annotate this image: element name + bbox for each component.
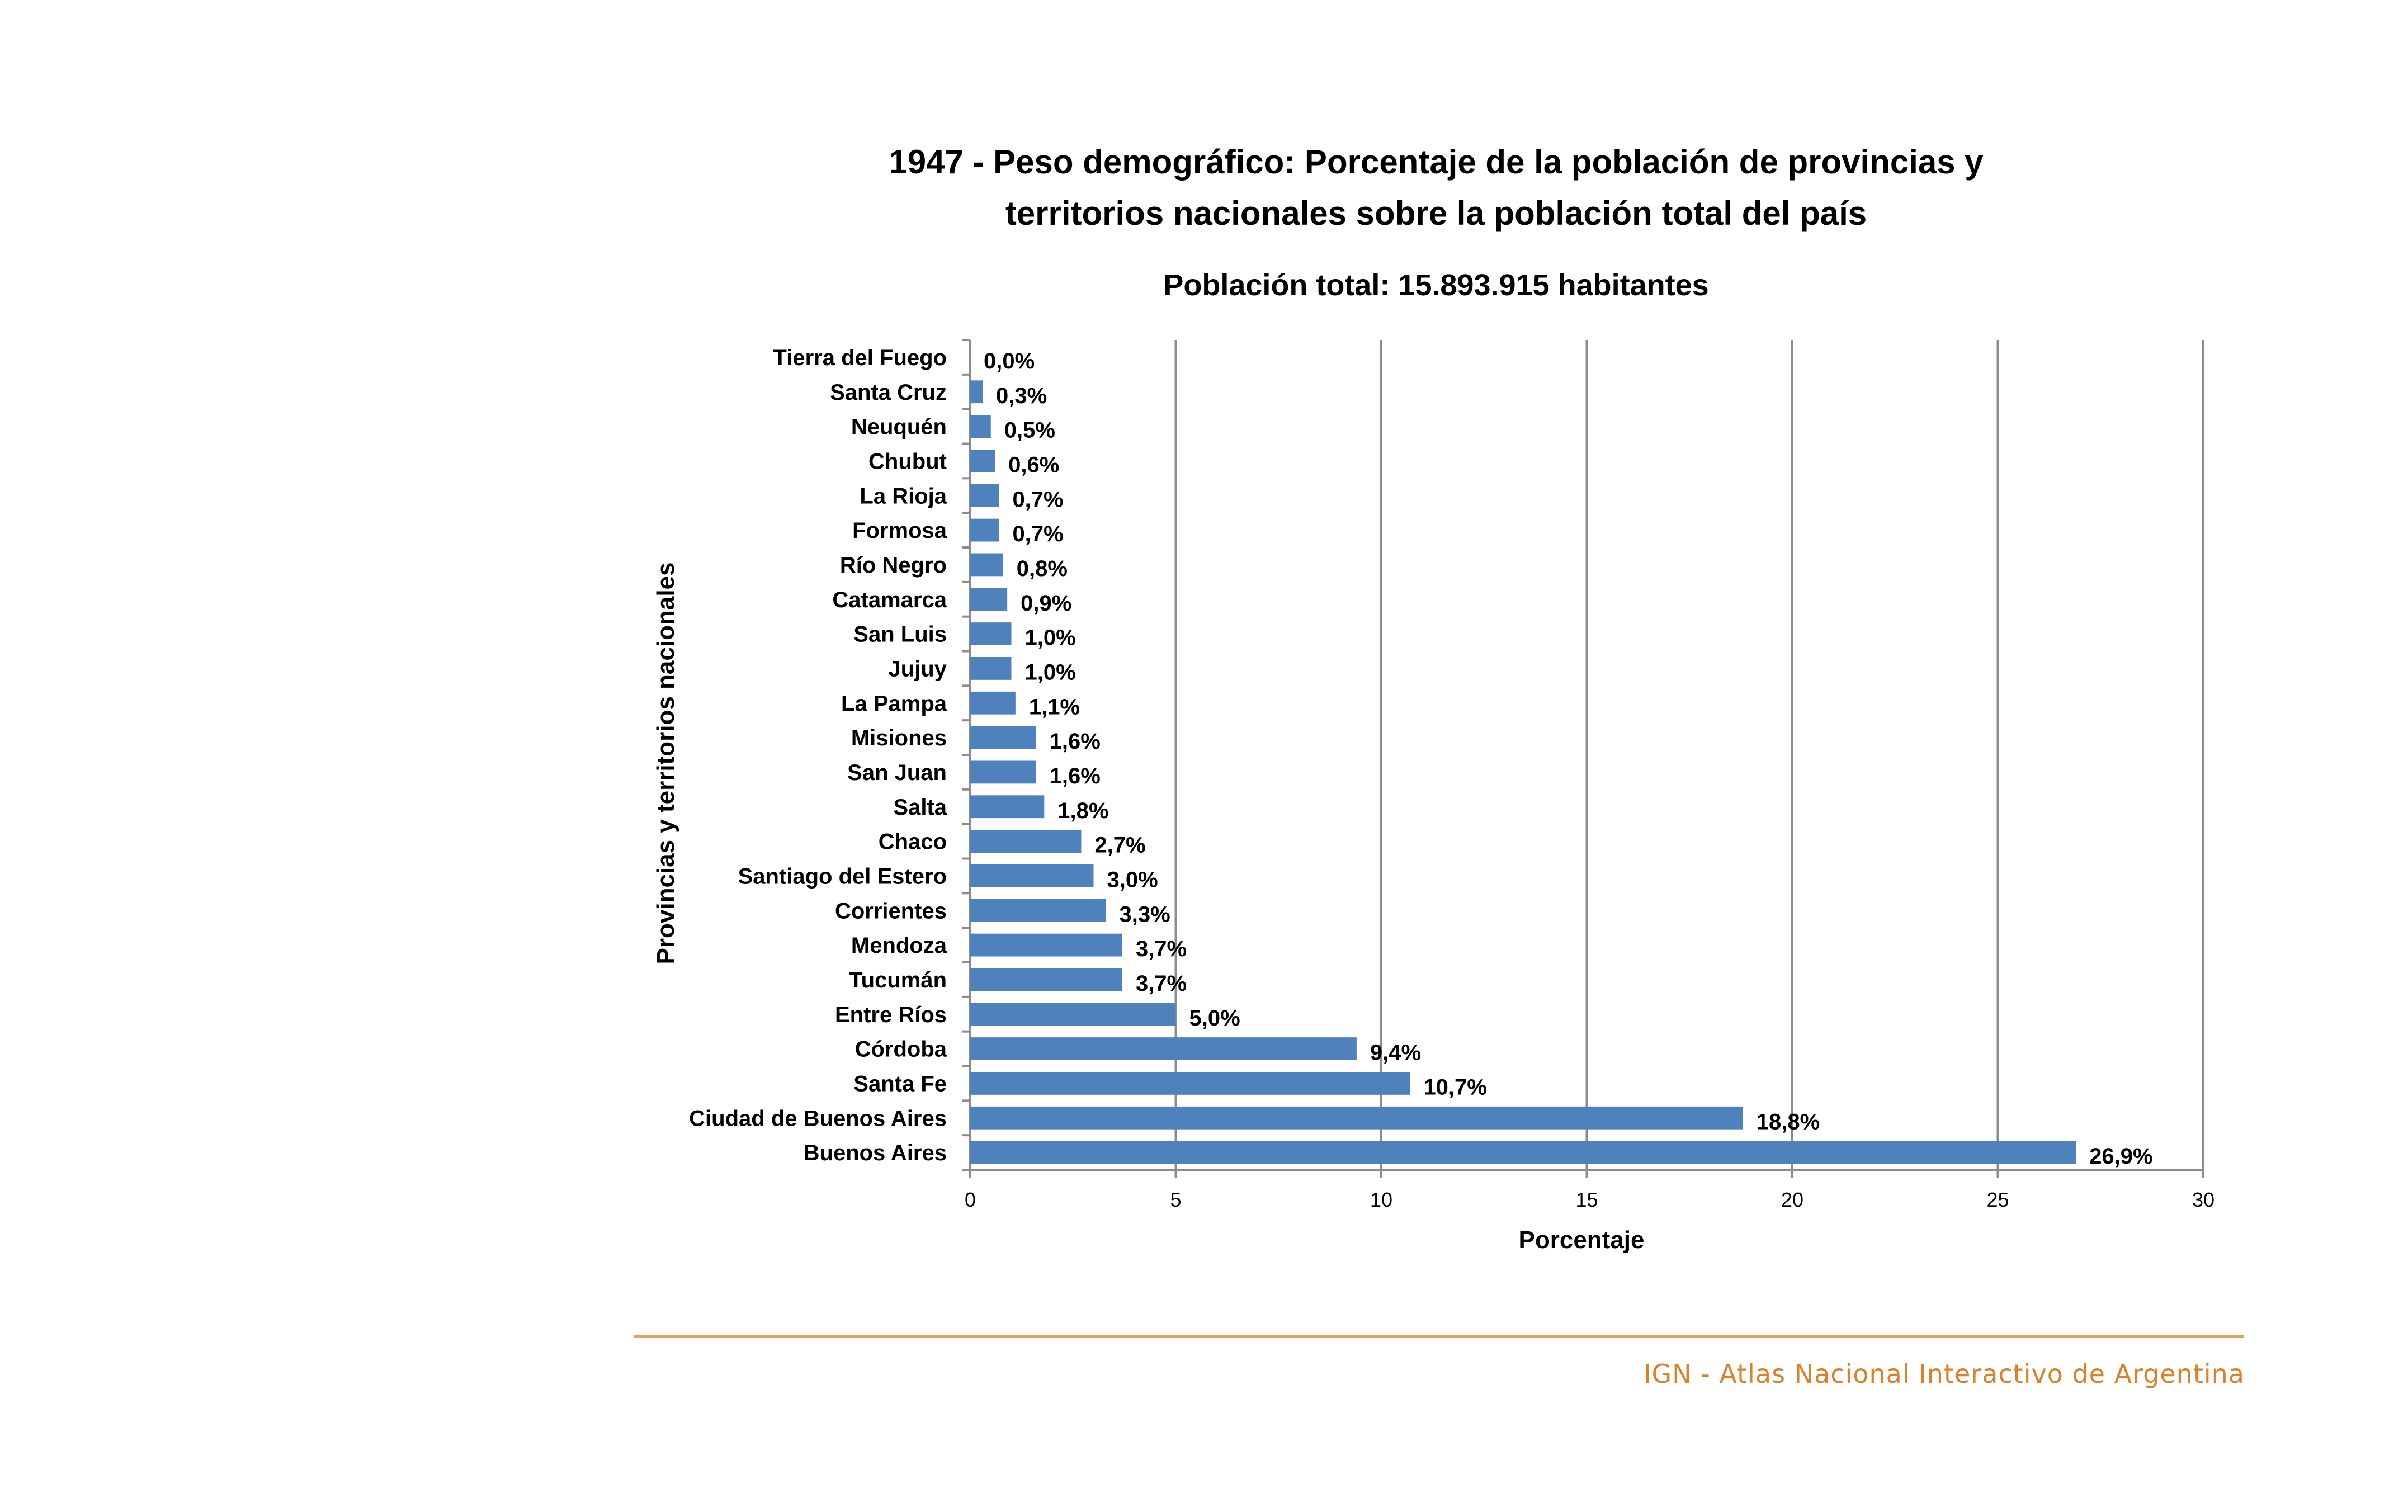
- category-label: La Rioja: [860, 484, 947, 508]
- chart-title-line-1: 1947 - Peso demográfico: Porcentaje de l…: [889, 143, 1984, 181]
- bar: [970, 588, 1008, 611]
- data-label: 2,7%: [1094, 833, 1145, 858]
- bar: [970, 968, 1122, 991]
- x-tick-label: 25: [1986, 1188, 2009, 1211]
- category-label: Entre Ríos: [835, 1003, 947, 1027]
- x-axis-label: Porcentaje: [1519, 1226, 1645, 1254]
- x-tick-label: 0: [965, 1188, 976, 1211]
- data-label: 0,7%: [1012, 522, 1063, 546]
- bar: [970, 484, 999, 507]
- data-label: 18,8%: [1757, 1109, 1820, 1134]
- bar: [970, 1037, 1357, 1060]
- data-label: 1,6%: [1050, 764, 1101, 788]
- bar: [970, 657, 1012, 680]
- category-label: Misiones: [851, 726, 947, 750]
- x-tick-label: 5: [1170, 1188, 1181, 1211]
- data-label: 0,5%: [1004, 418, 1055, 443]
- data-label: 0,7%: [1012, 487, 1063, 512]
- bar: [970, 415, 991, 438]
- plot-area: 0 5 10 15 20 25 30 Tierra del Fuego 0,0% Santa Cr…: [689, 339, 2215, 1211]
- bar: [970, 518, 999, 542]
- data-label: 1,1%: [1029, 694, 1080, 719]
- bar: [970, 450, 995, 472]
- data-label: 1,8%: [1057, 798, 1108, 823]
- category-label: Ciudad de Buenos Aires: [689, 1106, 947, 1131]
- category-label: Corrientes: [835, 899, 947, 923]
- footer-credit: IGN - Atlas Nacional Interactivo de Arge…: [1643, 1359, 2245, 1389]
- category-label: Catamarca: [832, 588, 947, 612]
- bar: [970, 380, 983, 404]
- data-label: 1,6%: [1050, 729, 1101, 754]
- data-label: 5,0%: [1189, 1006, 1240, 1031]
- category-label: Tucumán: [849, 968, 947, 993]
- chart-title-line-2: territorios nacionales sobre la població…: [1005, 195, 1867, 232]
- bar: [970, 795, 1045, 819]
- category-label: Santa Cruz: [830, 380, 947, 405]
- data-label: 26,9%: [2089, 1144, 2152, 1169]
- bar: [970, 1106, 1743, 1130]
- category-label: Neuquén: [851, 415, 947, 440]
- bar: [970, 691, 1016, 715]
- category-label: Río Negro: [840, 553, 947, 578]
- bar: [970, 726, 1036, 749]
- chart-subtitle: Población total: 15.893.915 habitantes: [1163, 268, 1708, 302]
- category-label: Salta: [893, 795, 947, 820]
- bar: [970, 622, 1012, 645]
- category-label: Santiago del Estero: [738, 864, 947, 889]
- category-label: Formosa: [852, 518, 947, 543]
- category-label: Buenos Aires: [804, 1141, 947, 1165]
- data-label: 3,7%: [1136, 971, 1187, 996]
- bar: [970, 899, 1106, 922]
- bar: [970, 760, 1036, 784]
- data-label: 0,8%: [1017, 556, 1068, 581]
- category-label: Mendoza: [851, 933, 947, 958]
- bar: [970, 1072, 1410, 1095]
- category-label: Jujuy: [889, 656, 947, 681]
- category-label: Córdoba: [855, 1037, 947, 1062]
- bar: [970, 830, 1082, 853]
- data-label: 1,0%: [1025, 660, 1076, 684]
- bar: [970, 933, 1122, 957]
- data-label: 9,4%: [1370, 1041, 1421, 1065]
- data-label: 0,9%: [1021, 591, 1071, 616]
- data-label: 0,3%: [996, 384, 1047, 408]
- bar: [970, 553, 1003, 577]
- category-label: Tierra del Fuego: [773, 346, 947, 370]
- data-label: 1,0%: [1025, 626, 1076, 650]
- category-label: La Pampa: [841, 691, 947, 716]
- data-label: 3,0%: [1107, 867, 1158, 892]
- x-tick-label: 20: [1781, 1188, 1803, 1211]
- category-label: San Luis: [853, 622, 947, 647]
- category-label: Santa Fe: [853, 1071, 947, 1096]
- bar: [970, 1003, 1176, 1026]
- category-label: Chubut: [868, 449, 947, 474]
- footer-divider: [634, 1335, 2244, 1338]
- category-label: Chaco: [879, 830, 947, 854]
- x-tick-label: 30: [2192, 1188, 2215, 1211]
- bar: [970, 864, 1094, 887]
- category-label: San Juan: [847, 760, 947, 785]
- data-label: 0,0%: [984, 349, 1035, 374]
- bar: [970, 1141, 2076, 1164]
- data-label: 10,7%: [1423, 1075, 1486, 1099]
- x-tick-label: 15: [1575, 1188, 1598, 1211]
- x-tick-label: 10: [1370, 1188, 1392, 1211]
- data-label: 3,7%: [1136, 937, 1187, 961]
- data-label: 0,6%: [1008, 452, 1059, 477]
- data-label: 3,3%: [1120, 902, 1170, 927]
- y-axis-label: Provincias y territorios nacionales: [652, 563, 679, 965]
